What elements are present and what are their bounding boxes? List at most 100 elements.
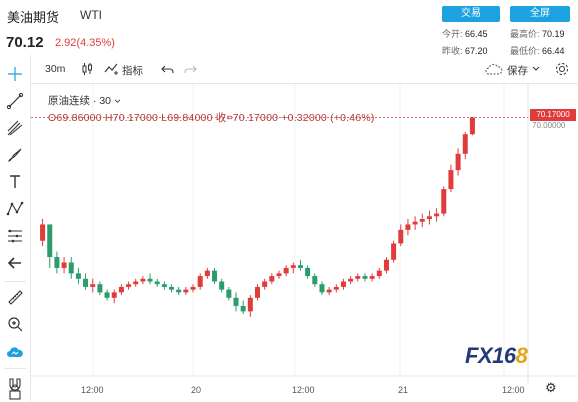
instrument-title: 美油期货	[7, 10, 60, 25]
x-tick-label: 12:00	[292, 385, 315, 395]
candle-body	[204, 270, 210, 277]
chevron-down-icon[interactable]	[532, 66, 540, 72]
pitchfork-icon[interactable]	[5, 118, 25, 138]
candle-body	[90, 284, 96, 287]
chart-toolbar: 30m 指标 保存	[31, 55, 578, 84]
prev-close-stat: 昨收: 67.20	[442, 44, 488, 57]
candle-body	[383, 259, 389, 271]
candle-body	[154, 281, 160, 285]
high-label: 最高价:	[510, 29, 540, 39]
candle-body	[226, 289, 232, 298]
text-tool-icon[interactable]	[5, 172, 25, 192]
candle-body	[190, 286, 196, 290]
candle-body	[262, 281, 268, 287]
today-open-label: 今开:	[442, 29, 463, 39]
candle-body	[462, 134, 468, 154]
x-tick-label: 12:00	[81, 385, 104, 395]
toolbar-divider	[4, 368, 26, 369]
settings-gear-icon[interactable]	[554, 61, 570, 77]
candle-body	[312, 276, 318, 285]
last-price: 70.12	[6, 34, 44, 51]
magnet-icon[interactable]	[5, 374, 25, 394]
crosshair-icon[interactable]	[5, 64, 25, 84]
candlestick-chart[interactable]	[31, 84, 578, 384]
candle-body	[126, 284, 132, 287]
candle-body	[61, 262, 67, 268]
candle-body	[140, 278, 146, 282]
high-value: 70.19	[542, 29, 565, 39]
prev-close-label: 昨收:	[442, 46, 463, 56]
candle-body	[233, 297, 239, 306]
candle-body	[219, 281, 225, 290]
redo-icon[interactable]	[183, 62, 197, 76]
trend-line-icon[interactable]	[5, 91, 25, 111]
candle-body	[97, 284, 103, 293]
candle-body	[111, 292, 117, 298]
candle-body	[47, 224, 53, 258]
indicators-button[interactable]: 指标	[122, 65, 143, 77]
chevron-down-icon[interactable]	[114, 99, 121, 104]
candle-body	[240, 305, 246, 312]
cloud-icon[interactable]	[5, 342, 25, 362]
series-period: 30	[99, 95, 112, 107]
candle-body	[169, 286, 175, 290]
candle-body	[283, 267, 289, 274]
candle-type-icon[interactable]	[80, 62, 94, 76]
series-name: 原油连续	[48, 95, 90, 107]
pattern-icon[interactable]	[5, 199, 25, 219]
candle-body	[355, 276, 361, 279]
fib-icon[interactable]	[5, 226, 25, 246]
ohlc-readout: O69.86000 H70.17000 L69.84000 收=70.17000…	[48, 112, 375, 124]
x-tick-label: 12:00	[502, 385, 525, 395]
candle-body	[376, 270, 382, 277]
today-open-stat: 今开: 66.45	[442, 27, 488, 40]
candle-body	[118, 286, 124, 293]
last-price-tag: 70.17000	[530, 109, 576, 121]
back-arrow-icon[interactable]	[5, 253, 25, 273]
drawing-toolbar	[0, 55, 31, 401]
high-stat: 最高价: 70.19	[510, 27, 565, 40]
candle-body	[426, 216, 432, 219]
indicators-icon[interactable]	[104, 62, 120, 76]
zoom-in-icon[interactable]	[5, 314, 25, 334]
candle-body	[333, 286, 339, 290]
undo-icon[interactable]	[161, 62, 175, 76]
trade-button[interactable]: 交易	[442, 6, 500, 22]
interval-selector[interactable]: 30m	[45, 63, 66, 75]
lock-icon[interactable]	[5, 382, 25, 402]
fullscreen-button[interactable]: 全屏	[510, 6, 570, 22]
candle-body	[176, 289, 182, 293]
axis-settings-icon[interactable]: ⚙	[545, 380, 557, 395]
candle-body	[441, 189, 447, 214]
candle-body	[254, 286, 261, 298]
prev-close-value: 67.20	[465, 46, 488, 56]
candle-body	[54, 257, 60, 268]
candle-body	[469, 117, 475, 135]
low-value: 66.44	[542, 46, 565, 56]
candle-body	[391, 243, 397, 260]
candle-body	[247, 297, 253, 312]
save-button[interactable]: 保存	[507, 65, 528, 77]
candle-body	[405, 224, 411, 230]
candle-body	[340, 281, 346, 287]
candle-body	[212, 270, 218, 282]
candle-body	[434, 213, 440, 217]
brush-icon[interactable]	[5, 145, 25, 165]
candle-body	[161, 284, 167, 287]
candle-body	[455, 153, 461, 171]
candle-body	[147, 278, 153, 282]
candle-body	[305, 267, 311, 277]
instrument-symbol: WTI	[80, 8, 102, 22]
candle-body	[362, 276, 368, 279]
ruler-icon[interactable]	[5, 287, 25, 307]
low-stat: 最低价: 66.44	[510, 44, 565, 57]
candle-body	[319, 284, 325, 293]
candle-body	[40, 224, 46, 241]
series-legend: 原油连续 · 30	[48, 93, 121, 108]
candle-body	[133, 281, 139, 285]
candle-body	[369, 276, 375, 279]
candle-body	[419, 219, 425, 222]
price-axis-label: 70.00000	[532, 121, 566, 130]
x-tick-label: 21	[398, 385, 409, 395]
cloud-save-icon[interactable]	[484, 62, 504, 76]
